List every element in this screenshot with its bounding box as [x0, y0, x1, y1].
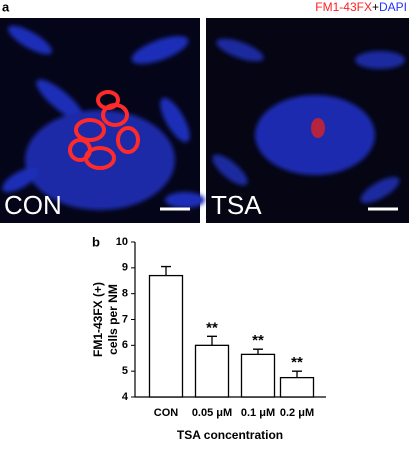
bar [279, 376, 315, 398]
bar [240, 353, 276, 398]
image-tsa: TSA [206, 18, 409, 223]
significance: ** [252, 332, 264, 349]
labeled-cells [68, 90, 140, 170]
y-tick-label: 9 [122, 262, 128, 274]
y-axis-title-line: cells per NM [106, 284, 120, 355]
bar [194, 344, 230, 398]
x-tick-label: 0.2 μM [280, 407, 314, 419]
image-con: CON [0, 18, 205, 223]
legend-part: + [372, 0, 379, 14]
significance: ** [291, 354, 303, 371]
bar-chart: b TSA concentration 4 5 6 7 8 9 10 FM1-43FX (+)… [91, 234, 326, 442]
error-bar [292, 370, 302, 378]
y-tick-label: 6 [122, 339, 128, 351]
y-axis-title-line: FM1-43FX (+) [91, 282, 105, 357]
x-tick-label: 0.05 μM [192, 407, 232, 419]
panel-label: b [92, 234, 100, 249]
y-tick-label: 8 [122, 288, 128, 300]
y-tick-label: 10 [116, 236, 128, 248]
panel-label: a [2, 0, 10, 14]
image-label: CON [4, 190, 62, 220]
bar [148, 274, 184, 398]
labeled-cells [311, 118, 325, 138]
y-tick-label: 5 [122, 365, 128, 377]
error-bar [161, 265, 171, 276]
y-axis-title: FM1-43FX (+)cells per NM [91, 282, 120, 357]
x-tick-label: CON [154, 407, 179, 419]
error-bar [253, 348, 263, 355]
error-bar [207, 335, 217, 346]
legend-part: DAPI [379, 0, 407, 14]
significance: ** [206, 319, 218, 336]
y-tick-label: 7 [122, 313, 128, 325]
image-label: TSA [211, 190, 262, 220]
x-tick-label: 0.1 μM [241, 407, 275, 419]
x-axis-title: TSA concentration [177, 428, 283, 442]
y-tick-label: 4 [122, 391, 129, 403]
image-legend: FM1-43FX+DAPI [315, 0, 407, 14]
legend-part: FM1-43FX [315, 0, 372, 14]
